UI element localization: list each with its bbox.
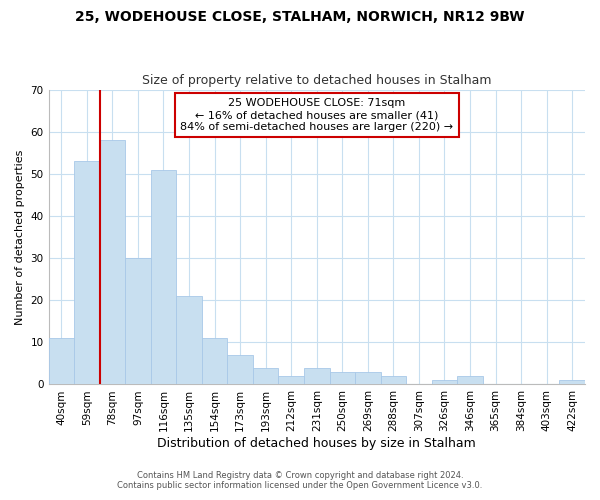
- Text: Contains HM Land Registry data © Crown copyright and database right 2024.
Contai: Contains HM Land Registry data © Crown c…: [118, 470, 482, 490]
- X-axis label: Distribution of detached houses by size in Stalham: Distribution of detached houses by size …: [157, 437, 476, 450]
- Y-axis label: Number of detached properties: Number of detached properties: [15, 150, 25, 324]
- Bar: [125, 258, 151, 384]
- Bar: [559, 380, 585, 384]
- Bar: [278, 376, 304, 384]
- Title: Size of property relative to detached houses in Stalham: Size of property relative to detached ho…: [142, 74, 491, 87]
- Bar: [151, 170, 176, 384]
- Bar: [253, 368, 278, 384]
- Bar: [329, 372, 355, 384]
- Bar: [176, 296, 202, 384]
- Bar: [432, 380, 457, 384]
- Bar: [227, 355, 253, 384]
- Bar: [100, 140, 125, 384]
- Bar: [457, 376, 483, 384]
- Bar: [380, 376, 406, 384]
- Bar: [355, 372, 380, 384]
- Bar: [49, 338, 74, 384]
- Text: 25, WODEHOUSE CLOSE, STALHAM, NORWICH, NR12 9BW: 25, WODEHOUSE CLOSE, STALHAM, NORWICH, N…: [75, 10, 525, 24]
- Bar: [304, 368, 329, 384]
- Bar: [74, 161, 100, 384]
- Bar: [202, 338, 227, 384]
- Text: 25 WODEHOUSE CLOSE: 71sqm
← 16% of detached houses are smaller (41)
84% of semi-: 25 WODEHOUSE CLOSE: 71sqm ← 16% of detac…: [180, 98, 454, 132]
